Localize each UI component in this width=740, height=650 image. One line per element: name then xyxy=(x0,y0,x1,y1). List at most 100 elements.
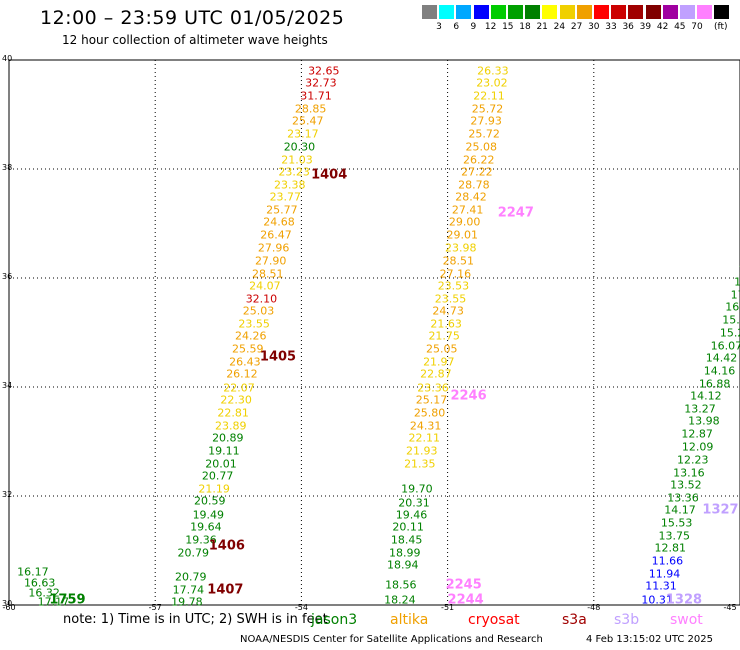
swh-value: 23.36 xyxy=(417,381,449,395)
satellite-swot: swot xyxy=(670,612,703,628)
color-swatch xyxy=(594,5,609,19)
latitude-label: 40 xyxy=(2,54,13,63)
swh-value: 13.75 xyxy=(658,529,690,543)
swh-value: 25.17 xyxy=(415,393,448,407)
swh-value: 13.16 xyxy=(673,466,705,480)
swh-value: 16.17 xyxy=(17,565,49,579)
pass-number: 1328 xyxy=(665,592,703,608)
page-title: 12:00 – 23:59 UTC 01/05/2025 xyxy=(40,7,345,29)
swh-value: 28.78 xyxy=(458,178,490,192)
pass-number: 1759 xyxy=(49,592,86,608)
swh-value: 18.45 xyxy=(390,533,423,547)
color-swatch xyxy=(714,5,730,19)
swh-value: 23.55 xyxy=(238,317,270,331)
swh-value: 20.59 xyxy=(194,494,226,508)
swh-value: 24.73 xyxy=(432,304,464,318)
swh-value: 13.98 xyxy=(688,414,720,428)
swh-value: 27.16 xyxy=(439,267,472,281)
swh-value: 23.53 xyxy=(437,279,470,293)
swh-value: 20.79 xyxy=(175,570,207,584)
color-swatch xyxy=(697,5,713,19)
color-swatch xyxy=(576,5,592,19)
swh-value: 20.77 xyxy=(201,469,234,483)
swh-value: 29.00 xyxy=(448,215,481,229)
swh-value: 29.01 xyxy=(446,228,478,242)
swh-value: 25.72 xyxy=(468,127,500,141)
color-legend-label: 3 xyxy=(436,22,442,32)
swh-value: 12.81 xyxy=(654,541,687,555)
swh-value: 20.01 xyxy=(205,457,237,471)
swh-value: 18.94 xyxy=(387,558,419,572)
swh-value: 12.23 xyxy=(676,453,709,467)
swh-value: 13.36 xyxy=(667,491,699,505)
pass-number: 2245 xyxy=(445,577,482,593)
satellite-jason3: jason3 xyxy=(311,612,358,628)
color-swatch xyxy=(628,5,644,19)
color-swatch xyxy=(473,5,489,19)
swh-value: 16.63 xyxy=(23,576,56,590)
longitude-label: -45 xyxy=(723,603,737,612)
longitude-label: -57 xyxy=(148,603,162,612)
swh-value: 32.10 xyxy=(245,292,278,306)
swh-value: 23.17 xyxy=(287,127,319,141)
swh-value: 27.22 xyxy=(461,165,493,179)
swh-value: 25.03 xyxy=(242,304,275,318)
color-legend-unit: (ft) xyxy=(714,22,728,32)
swh-value: 26.47 xyxy=(260,228,292,242)
swh-value: 31.71 xyxy=(300,89,332,103)
swh-value: 18.24 xyxy=(384,593,416,607)
swh-value: 20.11 xyxy=(392,520,424,534)
swh-value: 28.51 xyxy=(442,254,475,268)
swh-value: 20.89 xyxy=(212,431,244,445)
swh-value: 32.65 xyxy=(308,64,340,78)
swh-value: 11.31 xyxy=(645,579,677,593)
color-legend-label: 39 xyxy=(639,22,652,32)
swh-value: 24.07 xyxy=(249,279,281,293)
swh-value: 15.24 xyxy=(719,326,740,339)
map-gridlines xyxy=(9,60,740,605)
swh-value: 23.38 xyxy=(273,178,306,192)
satellite-s3a: s3a xyxy=(562,612,587,628)
swh-value: 22.11 xyxy=(408,431,440,445)
latitude-label: 32 xyxy=(2,490,13,499)
latitude-label: 30 xyxy=(2,599,13,608)
color-legend-label: 9 xyxy=(470,22,477,32)
color-swatch xyxy=(611,5,627,19)
swh-value: 21.75 xyxy=(428,329,460,343)
swh-value: 28.85 xyxy=(294,102,327,115)
swh-value: 25.05 xyxy=(426,342,458,356)
swh-value: 25.72 xyxy=(471,102,504,115)
swh-value: 17.0 xyxy=(730,288,740,302)
swh-value: 25.08 xyxy=(465,140,497,154)
swh-value: 17.74 xyxy=(172,583,205,597)
footer-credit: NOAA/NESDIS Center for Satellite Applica… xyxy=(240,634,543,645)
color-swatch xyxy=(559,5,575,19)
color-swatch xyxy=(525,5,541,19)
swh-value: 10.31 xyxy=(641,593,673,607)
swh-value: 14.17 xyxy=(664,503,696,517)
swh-value: 24.68 xyxy=(263,215,295,229)
swh-value: 22.11 xyxy=(473,89,505,103)
longitude-label: -48 xyxy=(587,603,601,612)
swh-value: 28.42 xyxy=(455,190,487,204)
color-swatch xyxy=(662,5,678,19)
swh-value: 16. xyxy=(739,264,740,275)
satellite-s3b: s3b xyxy=(614,612,640,628)
swh-value: 23.02 xyxy=(476,76,508,90)
color-legend-label: 70 xyxy=(691,22,703,32)
color-legend-label: 36 xyxy=(622,22,634,32)
color-swatch xyxy=(542,5,558,19)
swh-value: 32.73 xyxy=(305,76,337,90)
pass-number: 1327 xyxy=(702,502,739,518)
longitude-label: -51 xyxy=(441,603,455,612)
swh-value: 19.36 xyxy=(185,533,217,547)
swh-value: 21.63 xyxy=(430,317,462,331)
swh-value: 27.90 xyxy=(254,254,287,268)
satellite-cryosat: cryosat xyxy=(468,612,520,628)
swh-value: 15.13 xyxy=(722,313,740,327)
swh-value: 12.09 xyxy=(681,440,714,454)
swh-value: 20.30 xyxy=(283,140,316,154)
latitude-label: 38 xyxy=(2,163,13,172)
swh-value: 14.42 xyxy=(705,351,738,365)
page-subtitle: 12 hour collection of altimeter wave hei… xyxy=(62,33,328,47)
